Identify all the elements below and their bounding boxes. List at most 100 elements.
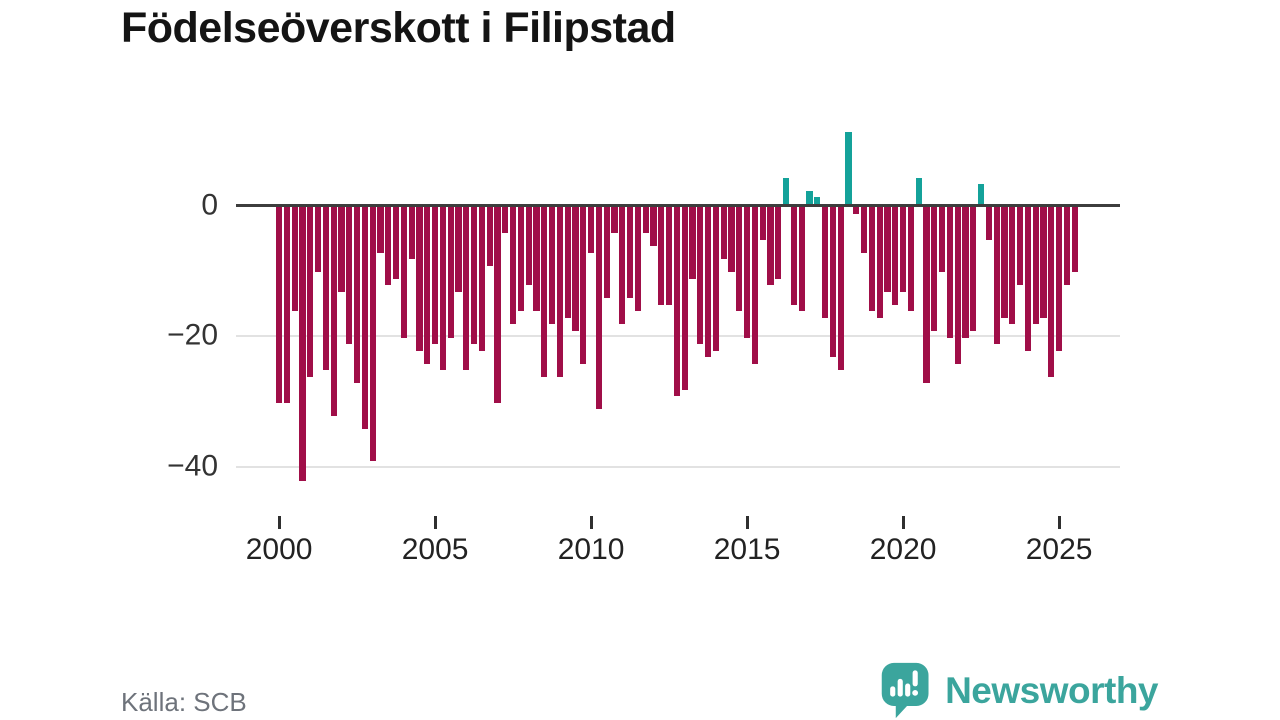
axis-zero-line bbox=[236, 204, 1120, 207]
logo-bar-mid bbox=[905, 683, 911, 697]
chart-bar-2009Q2 bbox=[564, 207, 571, 318]
chart-bar-2006Q2 bbox=[471, 207, 478, 345]
chart-bar-2021Q4 bbox=[954, 207, 961, 364]
chart-bar-2022Q4 bbox=[985, 207, 992, 240]
brand-name: Newsworthy bbox=[945, 670, 1158, 711]
chart-bar-2015Q4 bbox=[767, 207, 774, 286]
chart-bar-2025Q2 bbox=[1063, 207, 1070, 286]
chart-bar-2023Q4 bbox=[1017, 207, 1024, 286]
chart-bar-2003Q3 bbox=[385, 207, 392, 286]
chart-bar-2014Q4 bbox=[736, 207, 743, 312]
chart-bar-2001Q3 bbox=[322, 207, 329, 371]
chart-bar-2014Q3 bbox=[728, 207, 735, 273]
chart-bar-2007Q2 bbox=[502, 207, 509, 234]
x-tick-label-2005: 2005 bbox=[401, 533, 469, 566]
x-tick-2005 bbox=[433, 516, 437, 529]
chart-bar-2023Q3 bbox=[1009, 207, 1016, 325]
logo-bar-small bbox=[890, 686, 896, 697]
chart-bar-2015Q2 bbox=[751, 207, 758, 364]
chart-bar-2009Q4 bbox=[580, 207, 587, 364]
chart-bar-2016Q4 bbox=[798, 207, 805, 312]
chart-title: Födelseöverskott i Filipstad bbox=[121, 4, 676, 52]
chart-bar-2020Q2 bbox=[907, 207, 914, 312]
x-tick-2015 bbox=[745, 516, 749, 529]
source-label: Källa: SCB bbox=[121, 687, 247, 717]
chart-bar-2013Q4 bbox=[705, 207, 712, 358]
chart-bar-2008Q2 bbox=[533, 207, 540, 312]
chart-bar-2007Q3 bbox=[510, 207, 517, 325]
chart-bar-2012Q1 bbox=[650, 207, 657, 247]
chart-bar-2014Q1 bbox=[712, 207, 719, 351]
chart-bar-2017Q2 bbox=[814, 197, 821, 204]
chart-bar-2020Q4 bbox=[923, 207, 930, 384]
chart-bar-2017Q1 bbox=[806, 190, 813, 204]
chart-bar-2003Q2 bbox=[377, 207, 384, 253]
x-tick-label-2015: 2015 bbox=[713, 533, 781, 566]
chart-bar-2010Q4 bbox=[611, 207, 618, 234]
chart-bar-2022Q1 bbox=[962, 207, 969, 338]
chart-bar-2016Q3 bbox=[790, 207, 797, 305]
x-tick-label-2000: 2000 bbox=[245, 533, 313, 566]
chart-bar-2017Q3 bbox=[822, 207, 829, 318]
y-tick-label: −40 bbox=[167, 448, 218, 482]
chart-bar-2011Q4 bbox=[642, 207, 649, 234]
chart-bar-2014Q2 bbox=[720, 207, 727, 260]
chart-bar-2011Q2 bbox=[627, 207, 634, 299]
logo-exclamation-dot bbox=[912, 689, 919, 696]
chart-bar-2010Q1 bbox=[588, 207, 595, 253]
chart-bar-2015Q3 bbox=[759, 207, 766, 240]
chart-bar-2016Q2 bbox=[783, 177, 790, 204]
chart-bar-2024Q3 bbox=[1040, 207, 1047, 318]
chart-bar-2017Q4 bbox=[829, 207, 836, 358]
chart-bar-2015Q1 bbox=[744, 207, 751, 338]
chart-bar-2005Q2 bbox=[439, 207, 446, 371]
logo-bar-tall bbox=[897, 678, 903, 697]
chart-bar-2009Q3 bbox=[572, 207, 579, 331]
gridline--40 bbox=[236, 465, 1120, 468]
chart-bar-2008Q1 bbox=[525, 207, 532, 286]
chart-bar-2018Q4 bbox=[861, 207, 868, 253]
chart-bar-2010Q3 bbox=[603, 207, 610, 299]
chart-bar-2013Q2 bbox=[689, 207, 696, 279]
chart-bar-2013Q1 bbox=[681, 207, 688, 390]
chart-bar-2001Q4 bbox=[330, 207, 337, 416]
x-tick-2025 bbox=[1057, 516, 1061, 529]
chart-bar-2005Q4 bbox=[455, 207, 462, 292]
x-tick-2000 bbox=[277, 516, 281, 529]
chart-bar-2004Q2 bbox=[408, 207, 415, 260]
chart-bar-2004Q3 bbox=[416, 207, 423, 351]
chart-bar-2020Q3 bbox=[915, 177, 922, 204]
chart-bar-2003Q1 bbox=[369, 207, 376, 462]
chart-bar-2018Q2 bbox=[845, 132, 852, 204]
chart-bar-2025Q3 bbox=[1071, 207, 1078, 273]
chart-bar-2023Q2 bbox=[1001, 207, 1008, 318]
chart-bar-2016Q1 bbox=[775, 207, 782, 279]
chart-bar-2020Q1 bbox=[900, 207, 907, 292]
x-tick-label-2020: 2020 bbox=[869, 533, 937, 566]
chart-bar-2000Q1 bbox=[276, 207, 283, 403]
chart-bar-2012Q3 bbox=[666, 207, 673, 305]
chart-bar-2000Q4 bbox=[299, 207, 306, 482]
x-tick-2020 bbox=[901, 516, 905, 529]
chart-bar-2012Q2 bbox=[658, 207, 665, 305]
chart-bar-2008Q3 bbox=[541, 207, 548, 377]
x-tick-2010 bbox=[589, 516, 593, 529]
chart-bar-2007Q1 bbox=[494, 207, 501, 403]
chart-bar-2021Q1 bbox=[931, 207, 938, 331]
chart-bar-2022Q3 bbox=[978, 184, 985, 204]
newsworthy-bubble-icon bbox=[881, 662, 929, 719]
chart-bar-2024Q4 bbox=[1048, 207, 1055, 377]
x-tick-label-2025: 2025 bbox=[1025, 533, 1093, 566]
chart-bar-2012Q4 bbox=[673, 207, 680, 397]
chart-bar-2019Q2 bbox=[876, 207, 883, 318]
chart-bar-2000Q2 bbox=[283, 207, 290, 403]
logo-exclamation-bar bbox=[912, 670, 918, 687]
chart-bar-2000Q3 bbox=[291, 207, 298, 312]
chart-bar-2004Q4 bbox=[424, 207, 431, 364]
chart-bar-2019Q3 bbox=[884, 207, 891, 292]
chart-bar-2019Q1 bbox=[868, 207, 875, 312]
chart-bar-2022Q2 bbox=[970, 207, 977, 331]
chart-bar-2005Q3 bbox=[447, 207, 454, 338]
chart-bar-2018Q1 bbox=[837, 207, 844, 371]
